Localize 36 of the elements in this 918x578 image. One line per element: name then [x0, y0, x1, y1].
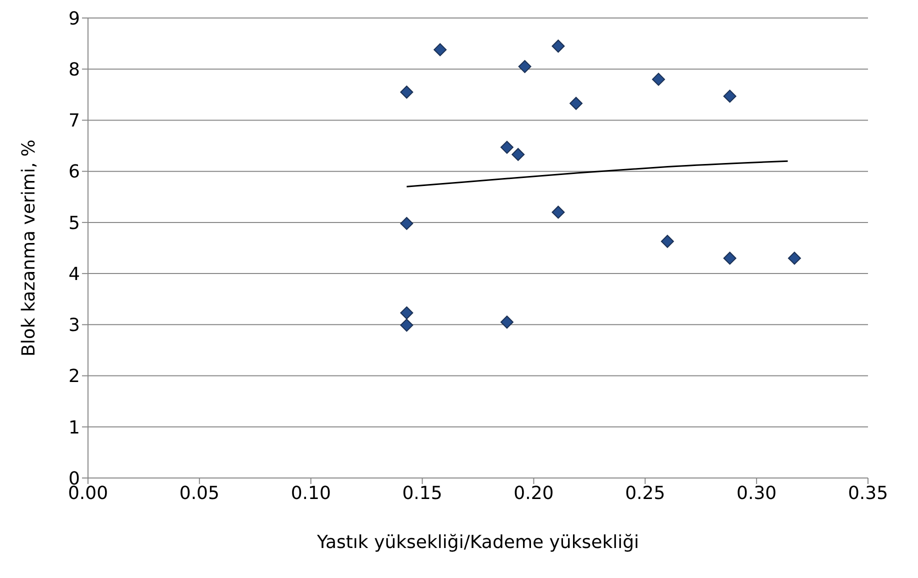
- point: [434, 43, 447, 56]
- point: [500, 316, 514, 329]
- point: [570, 96, 583, 110]
- x-tick-label: 0.20: [514, 482, 554, 504]
- point: [400, 86, 414, 99]
- point: [512, 148, 525, 161]
- point: [400, 216, 414, 230]
- y-tick-label: 6: [68, 162, 80, 183]
- y-tick-label: 9: [68, 8, 80, 30]
- point: [400, 306, 414, 320]
- y-axis-title: Blok kazanma verimi, %: [18, 139, 40, 357]
- point: [400, 318, 414, 332]
- point: [518, 60, 532, 74]
- y-tick-label: 4: [68, 264, 80, 285]
- point: [788, 252, 801, 265]
- y-tick-label: 2: [68, 366, 80, 388]
- y-tick-label: 7: [68, 110, 80, 132]
- y-tick-label: 8: [68, 60, 80, 80]
- x-tick-label: 0.05: [179, 482, 220, 504]
- x-tick-label: 0.30: [736, 482, 777, 504]
- x-tick-label: 0.10: [290, 482, 331, 504]
- point: [552, 40, 565, 53]
- point: [723, 90, 736, 103]
- y-tick-label: 5: [68, 212, 80, 234]
- point: [552, 206, 565, 219]
- point: [723, 252, 736, 265]
- x-tick-label: 0.35: [848, 482, 888, 504]
- point: [500, 140, 514, 154]
- y-tick-label: 1: [68, 417, 80, 438]
- point: [652, 72, 666, 86]
- line-series: [406, 160, 789, 188]
- y-tick-label: 3: [68, 315, 80, 336]
- x-tick-label: 0.15: [402, 482, 442, 504]
- x-axis-title: Yastık yüksekliği/Kademe yüksekliği: [316, 532, 640, 553]
- x-tick-label: 0.25: [625, 482, 666, 504]
- point: [660, 234, 674, 248]
